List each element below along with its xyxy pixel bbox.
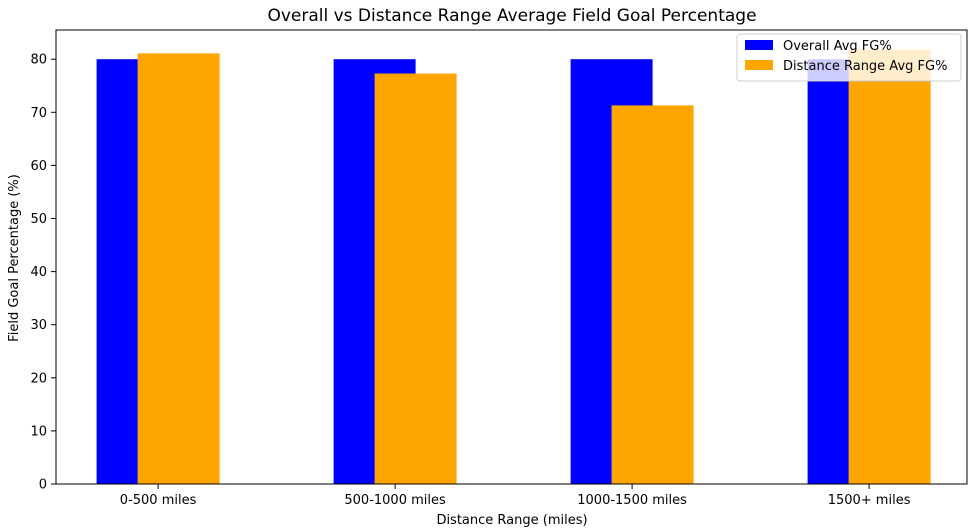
bar-distance-3	[848, 49, 931, 485]
y-tick-label-4: 40	[30, 265, 47, 280]
x-tick-label-2: 1000-1500 miles	[577, 493, 687, 508]
x-tick-label-1: 500-1000 miles	[344, 493, 446, 508]
y-tick-label-3: 30	[30, 318, 47, 333]
y-tick-label-6: 60	[30, 159, 47, 174]
legend: Overall Avg FG% Distance Range Avg FG%	[736, 33, 962, 82]
y-tick-label-7: 70	[30, 106, 47, 121]
y-tick-label-2: 20	[30, 371, 47, 386]
y-tick-label-0: 0	[39, 478, 47, 493]
x-tick-label-0: 0-500 miles	[120, 493, 197, 508]
legend-swatch-1	[745, 60, 773, 70]
legend-label-0: Overall Avg FG%	[783, 39, 892, 54]
plot-area: 0 10 20 30 40 50 60 70 80 0-500 miles 500-1000 mil…	[30, 29, 968, 508]
bar-distance-0	[137, 53, 220, 485]
y-tick-label-1: 10	[30, 424, 47, 439]
legend-label-1: Distance Range Avg FG%	[783, 59, 947, 74]
x-tick-label-3: 1500+ miles	[828, 493, 911, 508]
bar-distance-2	[611, 105, 694, 485]
y-tick-label-8: 80	[30, 53, 47, 68]
chart-title: Overall vs Distance Range Average Field …	[267, 6, 756, 26]
plot-frame	[55, 29, 968, 485]
bar-distance-1	[374, 73, 457, 484]
legend-box	[736, 33, 962, 82]
y-axis-label: Field Goal Percentage (%)	[7, 174, 22, 342]
y-tick-label-5: 50	[30, 212, 47, 227]
x-axis-label: Distance Range (miles)	[436, 513, 587, 528]
legend-swatch-0	[745, 40, 773, 50]
